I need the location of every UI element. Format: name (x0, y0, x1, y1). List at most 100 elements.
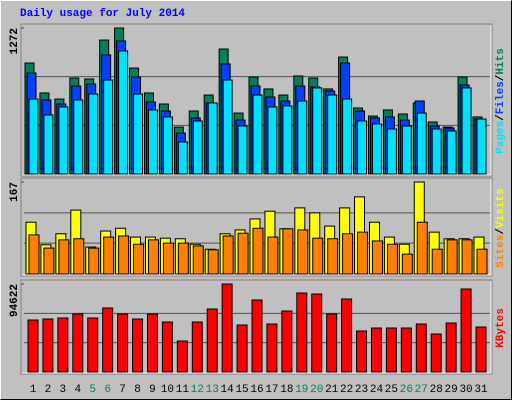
bar (461, 239, 473, 275)
legend-entry: Files (495, 81, 507, 114)
x-tick-label: 16 (250, 384, 263, 396)
bar (386, 128, 397, 175)
panel-bevel (22, 25, 492, 176)
bar (416, 112, 427, 175)
bar (430, 333, 442, 373)
bar (476, 248, 488, 275)
bar (342, 233, 354, 275)
x-tick-label: 5 (89, 384, 96, 396)
bar (207, 102, 218, 175)
bar (28, 98, 39, 175)
x-tick-label: 4 (74, 384, 81, 396)
bar (236, 324, 248, 373)
bar (133, 93, 144, 175)
bar (356, 330, 368, 373)
x-tick-label: 9 (149, 384, 156, 396)
bar (476, 118, 487, 175)
bar (207, 249, 219, 275)
bar (58, 106, 69, 175)
bar (162, 116, 173, 175)
bar (401, 253, 413, 275)
bar (87, 317, 99, 373)
bar (43, 247, 55, 275)
bar (57, 317, 69, 373)
bar (161, 321, 173, 373)
x-tick-label: 24 (370, 384, 384, 396)
x-tick-label: 7 (119, 384, 126, 396)
bar (237, 125, 248, 175)
bar (147, 239, 159, 275)
x-tick-label: 20 (310, 384, 323, 396)
bar (326, 313, 338, 373)
x-tick-label: 1 (30, 384, 37, 396)
bar (42, 318, 54, 373)
y-tick-label: 167 (9, 182, 21, 202)
legend-entry: KBytes (495, 308, 507, 348)
x-tick-label: 18 (280, 384, 293, 396)
bar (267, 106, 278, 175)
bar (341, 298, 353, 373)
x-tick-label: 25 (385, 384, 398, 396)
legend: KBytes (495, 308, 507, 348)
x-tick-label: 13 (206, 384, 219, 396)
bar (386, 243, 398, 275)
bar (251, 299, 263, 373)
bar (385, 327, 397, 373)
bar (222, 235, 234, 275)
bar (73, 99, 84, 175)
bar (370, 327, 382, 373)
bar (357, 120, 368, 175)
bar (401, 125, 412, 175)
bar (446, 130, 457, 175)
x-tick-label: 17 (265, 384, 278, 396)
bar (162, 242, 174, 275)
x-tick-label: 8 (134, 384, 141, 396)
bar (103, 236, 115, 275)
x-tick-label: 11 (176, 384, 190, 396)
x-tick-label: 14 (221, 384, 235, 396)
bar (415, 323, 427, 373)
x-tick-label: 2 (45, 384, 52, 396)
x-tick-label: 10 (161, 384, 174, 396)
legend: Pages/Files/Hits (495, 48, 507, 154)
legend-separator: / (495, 114, 507, 121)
chart-title: Daily usage for July 2014 (20, 8, 185, 20)
bar (28, 234, 40, 275)
bar (282, 228, 294, 275)
legend-entry: Hits (495, 48, 507, 74)
bar (133, 243, 145, 275)
bar (43, 114, 54, 175)
bar (296, 292, 308, 373)
bar (177, 141, 188, 175)
legend-entry: Sites (495, 235, 507, 268)
bar (416, 221, 428, 275)
bar (446, 239, 458, 275)
x-tick-label: 23 (355, 384, 368, 396)
x-tick-label: 27 (415, 384, 428, 396)
x-tick-label: 6 (104, 384, 111, 396)
bar (460, 288, 472, 373)
bar (177, 242, 189, 275)
x-tick-label: 19 (295, 384, 308, 396)
legend-entry: Pages (495, 121, 507, 154)
bar (461, 87, 472, 175)
y-tick-label: 94622 (9, 284, 21, 317)
bar (357, 231, 369, 275)
x-tick-label: 3 (60, 384, 67, 396)
x-tick-label: 15 (235, 384, 248, 396)
bar (192, 120, 203, 175)
legend-entry: Visits (495, 188, 507, 228)
bar (400, 327, 412, 373)
bar (297, 100, 308, 175)
bar (297, 229, 309, 275)
legend: Sites/Visits (495, 188, 507, 267)
x-tick-label: 28 (430, 384, 443, 396)
bar (312, 237, 324, 275)
bar (371, 240, 383, 275)
bar (58, 239, 70, 275)
x-tick-label: 30 (459, 384, 472, 396)
bar (222, 79, 233, 175)
x-tick-label: 22 (340, 384, 353, 396)
bar (311, 293, 323, 373)
panel-bevel (22, 179, 492, 276)
